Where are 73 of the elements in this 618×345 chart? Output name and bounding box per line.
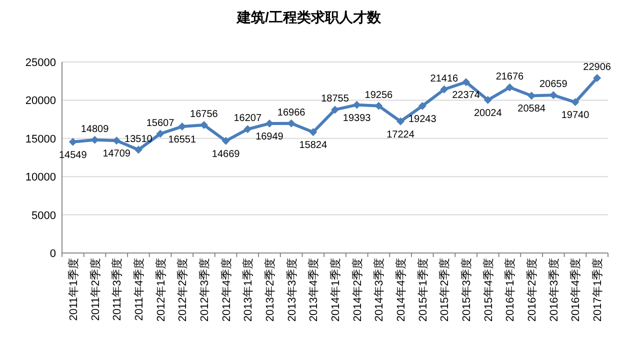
x-tick-label: 2012年2季度: [176, 258, 190, 322]
x-tick-label: 2013年4季度: [307, 258, 320, 322]
x-tick-label: 2015年3季度: [460, 258, 474, 322]
y-tick-label: 0: [50, 248, 56, 260]
data-label: 22906: [583, 62, 612, 73]
y-tick-label: 15000: [25, 133, 56, 146]
x-tick-label: 2011年2季度: [88, 258, 102, 321]
x-tick-label: 2016年3季度: [547, 258, 560, 322]
x-tick-label: 2016年4季度: [569, 258, 582, 322]
point: [571, 98, 580, 106]
point: [134, 146, 142, 154]
point: [156, 130, 164, 138]
data-label: 21416: [430, 73, 459, 84]
point: [440, 85, 448, 94]
point: [506, 83, 514, 92]
data-label: 21676: [496, 71, 524, 82]
data-label: 16207: [234, 113, 262, 124]
data-label: 16949: [256, 132, 284, 143]
x-tick-label: 2017年1季度: [591, 258, 604, 322]
point: [593, 74, 602, 82]
x-tick-label: 2013年2季度: [263, 258, 276, 322]
data-label: 19393: [342, 112, 372, 124]
x-tick-label: 2016年2季度: [526, 258, 539, 322]
data-label: 19256: [364, 90, 394, 101]
x-tick-label: 2013年3季度: [285, 258, 298, 322]
point: [309, 128, 318, 136]
data-label: 22374: [452, 90, 480, 102]
data-label: 16756: [190, 108, 218, 120]
x-tick-label: 2016年1季度: [504, 258, 517, 322]
data-label: 14709: [102, 148, 131, 160]
data-label: 14549: [59, 150, 88, 161]
data-label: 17224: [386, 129, 415, 140]
x-tick-label: 2011年1季度: [66, 258, 80, 321]
x-tick-label: 2011年4季度: [132, 258, 146, 321]
data-label: 19740: [561, 110, 590, 122]
x-tick-label: 2014年3季度: [372, 258, 386, 322]
data-label: 18755: [321, 94, 350, 105]
point: [374, 102, 383, 110]
x-tick-label: 2012年1季度: [154, 258, 168, 322]
x-tick-label: 2014年1季度: [329, 258, 342, 322]
data-label: 20584: [518, 104, 546, 115]
data-label: 15607: [146, 118, 175, 129]
data-label: 16966: [277, 107, 306, 118]
x-tick-label: 2014年2季度: [350, 258, 364, 322]
x-tick-label: 2014年4季度: [394, 258, 408, 322]
y-tick-label: 25000: [25, 57, 56, 69]
y-tick-label: 5000: [32, 210, 56, 222]
point: [396, 117, 405, 126]
x-tick-label: 2015年4季度: [482, 258, 495, 322]
point: [68, 138, 77, 146]
data-label: 13510: [124, 134, 153, 145]
chart-title: 建筑/工程类求职人才数: [236, 9, 382, 25]
x-tick-label: 2013年1季度: [242, 258, 255, 322]
data-label: 14809: [80, 124, 110, 135]
x-tick-label: 2015年2季度: [438, 258, 452, 322]
y-tick-label: 10000: [25, 172, 56, 184]
point: [244, 125, 252, 134]
x-tick-label: 2015年1季度: [416, 258, 430, 322]
y-tick-label: 20000: [25, 95, 56, 108]
point: [418, 102, 426, 110]
data-label: 19243: [408, 114, 437, 125]
point: [462, 78, 470, 86]
data-label: 14669: [212, 148, 240, 160]
data-label: 15824: [299, 140, 328, 152]
point: [331, 106, 339, 114]
data-label: 20659: [539, 79, 568, 90]
data-label: 20024: [474, 108, 502, 120]
data-label: 16551: [168, 134, 196, 146]
x-tick-label: 2012年4季度: [220, 258, 233, 322]
x-tick-label: 2012年3季度: [198, 258, 211, 322]
point: [222, 136, 230, 145]
point: [484, 96, 492, 104]
x-tick-label: 2011年3季度: [110, 258, 124, 321]
